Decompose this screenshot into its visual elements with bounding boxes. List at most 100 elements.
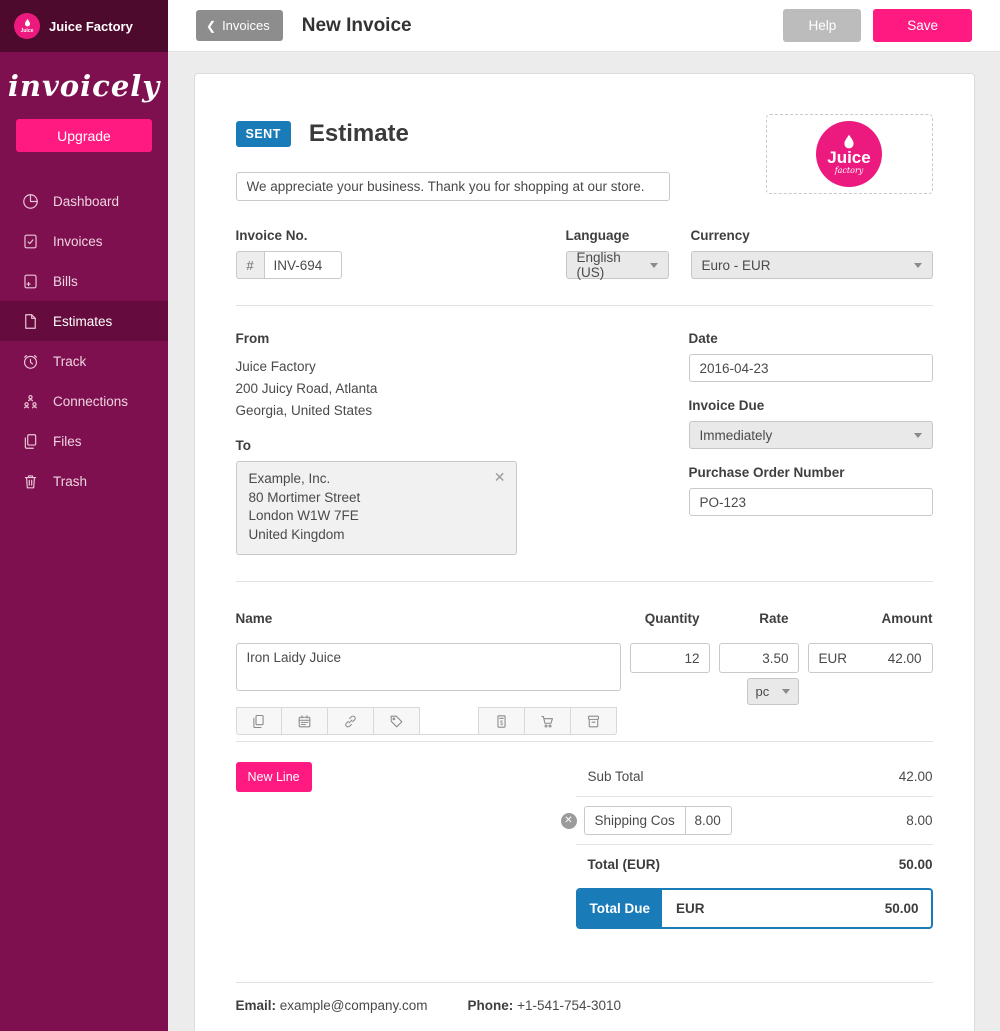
save-button[interactable]: Save bbox=[873, 9, 972, 42]
chevron-left-icon: ❮ bbox=[206, 18, 217, 33]
sidebar-item-estimates[interactable]: Estimates bbox=[0, 301, 168, 341]
language-select[interactable]: English (US) bbox=[565, 250, 669, 280]
quantity-input[interactable] bbox=[629, 643, 710, 673]
close-icon[interactable]: ✕ bbox=[493, 469, 506, 485]
shopping-cart-icon[interactable] bbox=[524, 707, 571, 735]
invoicely-logo[interactable]: invoicely bbox=[7, 69, 161, 103]
remove-icon[interactable]: ✕ bbox=[560, 812, 577, 829]
duplicate-icon[interactable] bbox=[235, 707, 282, 735]
alarm-clock-icon bbox=[21, 352, 40, 371]
sidebar: Juice Juice Factory invoicely Upgrade Da… bbox=[0, 0, 168, 1031]
sidebar-item-bills[interactable]: Bills bbox=[0, 261, 168, 301]
sub-total-value: 42.00 bbox=[898, 768, 933, 784]
divider bbox=[235, 305, 933, 306]
business-switcher[interactable]: Juice Juice Factory bbox=[0, 0, 168, 52]
shipping-name-input[interactable] bbox=[583, 806, 686, 835]
document-title: Estimate bbox=[308, 120, 409, 147]
document-header: SENT Estimate Juice factory bbox=[235, 114, 933, 201]
business-logo-box[interactable]: Juice factory bbox=[765, 114, 933, 194]
drop-icon bbox=[844, 134, 854, 149]
total-due-box: Total Due EUR 50.00 bbox=[575, 888, 933, 929]
contact-footer: Email: example@company.com Phone: +1-541… bbox=[236, 983, 933, 1031]
date-input[interactable] bbox=[688, 354, 933, 382]
invoice-no-prefix: # bbox=[235, 251, 264, 279]
item-name-input[interactable]: Iron Laidy Juice bbox=[235, 643, 621, 691]
help-button[interactable]: Help bbox=[783, 9, 862, 42]
email-label: Email: bbox=[235, 998, 277, 1013]
date-label: Date bbox=[688, 331, 718, 346]
language-label: Language bbox=[565, 228, 630, 243]
po-number-label: Purchase Order Number bbox=[688, 465, 845, 480]
email-value: example@company.com bbox=[279, 998, 428, 1013]
po-number-input[interactable] bbox=[688, 488, 933, 516]
sub-total-label: Sub Total bbox=[587, 768, 644, 784]
chevron-down-icon bbox=[781, 689, 790, 694]
amount-field: EUR 42.00 bbox=[807, 643, 933, 673]
item-row: Iron Laidy Juice $ bbox=[235, 643, 933, 735]
to-line: United Kingdom bbox=[248, 526, 345, 542]
currency-label: Currency bbox=[690, 228, 750, 243]
chevron-down-icon bbox=[649, 262, 658, 268]
toolbar-spacer bbox=[419, 707, 479, 735]
status-badge: SENT bbox=[235, 121, 291, 147]
content-area: SENT Estimate Juice factory bbox=[168, 52, 1000, 1031]
to-line: Example, Inc. bbox=[248, 471, 331, 486]
invoice-check-icon bbox=[21, 232, 40, 251]
item-toolbar: $ bbox=[235, 707, 621, 735]
shipping-amount-input[interactable] bbox=[685, 806, 732, 835]
items-header-row: Name Quantity Rate Amount bbox=[236, 611, 933, 634]
invoice-due-select[interactable]: Immediately bbox=[688, 421, 933, 449]
divider bbox=[235, 982, 933, 983]
line-items-section: Name Quantity Rate Amount Iron Laidy Jui… bbox=[235, 582, 933, 735]
to-client-box[interactable]: ✕ Example, Inc. 80 Mortimer Street Londo… bbox=[235, 461, 517, 555]
shipping-value: 8.00 bbox=[906, 813, 933, 828]
juice-factory-logo: Juice factory bbox=[816, 121, 882, 187]
phone-label: Phone: bbox=[467, 998, 514, 1013]
top-bar: ❮ Invoices New Invoice Help Save bbox=[168, 0, 1000, 52]
archive-box-icon[interactable] bbox=[570, 707, 617, 735]
quantity-column-header: Quantity bbox=[644, 611, 700, 626]
divider bbox=[235, 581, 933, 582]
from-label: From bbox=[235, 331, 270, 346]
rate-input[interactable] bbox=[718, 643, 799, 673]
sidebar-item-invoices[interactable]: Invoices bbox=[0, 221, 168, 261]
chevron-down-icon bbox=[913, 432, 922, 438]
sidebar-item-trash[interactable]: Trash bbox=[0, 461, 168, 501]
drop-icon bbox=[24, 18, 30, 27]
business-name: Juice Factory bbox=[49, 18, 133, 34]
unit-select[interactable]: pc bbox=[746, 678, 799, 705]
sidebar-item-dashboard[interactable]: Dashboard bbox=[0, 181, 168, 221]
divider bbox=[235, 741, 933, 742]
note-input[interactable] bbox=[235, 172, 670, 201]
currency-select[interactable]: Euro - EUR bbox=[690, 251, 933, 279]
to-label: To bbox=[235, 438, 252, 453]
dashboard-icon bbox=[21, 192, 40, 211]
trash-icon bbox=[21, 472, 40, 491]
invoice-no-input[interactable] bbox=[263, 251, 342, 279]
page-title: New Invoice bbox=[301, 14, 412, 36]
amount-value: 42.00 bbox=[887, 650, 922, 666]
tag-icon[interactable] bbox=[373, 707, 420, 735]
sidebar-item-track[interactable]: Track bbox=[0, 341, 168, 381]
phone-value: +1-541-754-3010 bbox=[517, 998, 622, 1013]
sidebar-item-files[interactable]: Files bbox=[0, 421, 168, 461]
link-icon[interactable] bbox=[327, 707, 374, 735]
sidebar-item-connections[interactable]: Connections bbox=[0, 381, 168, 421]
estimate-document-icon bbox=[21, 312, 40, 331]
from-line: Juice Factory bbox=[235, 359, 316, 374]
from-line: 200 Juicy Road, Atlanta bbox=[235, 381, 378, 396]
main-area: ❮ Invoices New Invoice Help Save SENT Es… bbox=[168, 0, 1000, 1031]
back-to-invoices-button[interactable]: ❮ Invoices bbox=[196, 10, 283, 41]
receipt-dollar-icon[interactable]: $ bbox=[478, 707, 525, 735]
calendar-icon[interactable] bbox=[281, 707, 328, 735]
address-section: From Juice Factory 200 Juicy Road, Atlan… bbox=[235, 306, 933, 581]
amount-currency: EUR bbox=[818, 650, 848, 666]
files-icon bbox=[21, 432, 40, 451]
shipping-row: ✕ 8.00 bbox=[560, 797, 933, 845]
upgrade-button[interactable]: Upgrade bbox=[16, 119, 152, 152]
total-row: Total (EUR) 50.00 bbox=[576, 845, 933, 883]
chevron-down-icon bbox=[913, 262, 922, 268]
new-line-button[interactable]: New Line bbox=[235, 762, 312, 792]
total-due-value: 50.00 bbox=[884, 901, 919, 916]
